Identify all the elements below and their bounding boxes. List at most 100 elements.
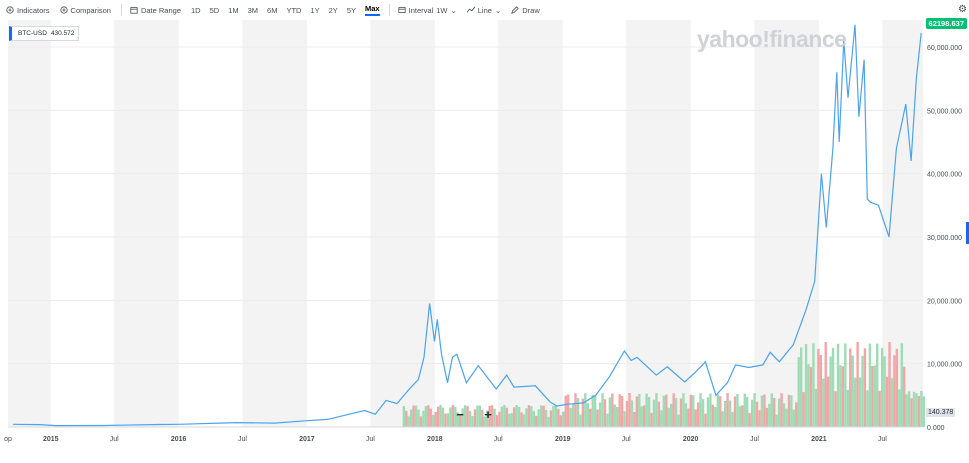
- volume-bar: [500, 406, 504, 427]
- volume-bar: [819, 355, 823, 427]
- volume-bar: [566, 394, 570, 427]
- volume-bar: [768, 403, 771, 427]
- volume-bar: [571, 403, 575, 427]
- x-tick-label: 2017: [299, 436, 315, 443]
- range-2y-button[interactable]: 2Y: [329, 6, 338, 15]
- date-range-label: Date Range: [140, 5, 181, 15]
- range-ytd-button[interactable]: YTD: [286, 6, 301, 15]
- draw-button[interactable]: Draw: [511, 6, 540, 15]
- volume-bar: [616, 406, 619, 427]
- volume-bar: [407, 416, 410, 427]
- x-tick-label: Jul: [622, 436, 631, 443]
- volume-bar: [746, 396, 749, 427]
- x-tick-label: 2016: [171, 436, 187, 443]
- volume-bar: [461, 408, 464, 427]
- volume-bar: [427, 405, 430, 427]
- volume-bar: [760, 395, 764, 427]
- volume-bar: [444, 413, 447, 427]
- volume-bar: [655, 393, 658, 427]
- range-label: Max: [365, 4, 380, 13]
- volume-bar: [439, 405, 442, 427]
- volume-bar: [719, 396, 722, 427]
- volume-bar: [593, 395, 597, 427]
- range-max-button[interactable]: Max: [365, 4, 380, 16]
- volume-bar: [517, 406, 521, 427]
- volume-bar: [586, 403, 589, 427]
- volume-bar: [490, 405, 494, 427]
- volume-bar: [878, 390, 881, 427]
- volume-bar: [802, 392, 805, 427]
- volume-bar: [706, 397, 710, 427]
- volume-bar: [920, 391, 923, 427]
- volume-bar: [505, 407, 509, 427]
- volume-bar: [809, 367, 813, 427]
- volume-bar: [716, 394, 719, 427]
- background-band: [242, 20, 307, 427]
- scroll-handle[interactable]: [966, 222, 969, 244]
- volume-bar: [738, 406, 742, 427]
- date-range-button[interactable]: Date Range: [130, 6, 181, 15]
- volume-bar: [537, 409, 540, 427]
- volume-bar: [822, 378, 825, 427]
- volume-bar: [741, 405, 744, 427]
- volume-bar: [910, 398, 913, 427]
- volume-bar: [841, 366, 845, 427]
- volume-bar: [758, 410, 761, 427]
- volume-bar: [876, 343, 879, 427]
- volume-bar: [849, 348, 852, 427]
- range-5d-button[interactable]: 5D: [210, 6, 220, 15]
- volume-bar: [446, 413, 450, 427]
- volume-bar: [728, 400, 732, 427]
- volume-bar: [645, 393, 648, 427]
- volume-bar: [539, 405, 543, 427]
- volume-bar: [589, 408, 592, 427]
- volume-bar: [922, 396, 926, 427]
- line-label: Line: [477, 5, 492, 15]
- volume-bar: [826, 376, 830, 427]
- volume-bar: [799, 347, 803, 427]
- volume-bar: [790, 395, 793, 427]
- volume-bar: [591, 394, 594, 427]
- volume-bar: [620, 396, 624, 427]
- indicators-button[interactable]: Indicators: [6, 6, 50, 15]
- volume-bar: [434, 411, 437, 427]
- range-label: 2Y: [328, 5, 338, 15]
- volume-bar: [579, 414, 582, 427]
- chart-canvas[interactable]: 0.000 10,000.000 20,000.000 30,000.000 40,00…: [0, 20, 969, 463]
- volume-bar: [611, 393, 614, 427]
- zoom-in-button[interactable]: +: [484, 407, 492, 422]
- range-5y-button[interactable]: 5Y: [347, 6, 356, 15]
- volume-bar: [905, 394, 908, 427]
- volume-bar: [814, 388, 818, 427]
- volume-bar: [824, 342, 827, 427]
- line-type-dropdown[interactable]: Line ⌄: [466, 5, 501, 15]
- volume-bar: [834, 391, 837, 427]
- volume-bar: [647, 396, 651, 427]
- volume-bar: [459, 414, 462, 427]
- volume-bar: [493, 408, 496, 427]
- calendar-icon: [130, 7, 138, 14]
- volume-bar: [782, 403, 786, 427]
- volume-bar: [871, 365, 874, 427]
- volume-bar: [635, 396, 639, 427]
- volume-bar: [549, 410, 553, 427]
- series-legend[interactable]: BTC-USD 430.572: [9, 26, 80, 41]
- volume-bar: [665, 394, 668, 427]
- indicators-label: Indicators: [17, 5, 50, 15]
- range-1m-button[interactable]: 1M: [228, 6, 238, 15]
- interval-dropdown[interactable]: Interval 1W ⌄: [398, 6, 457, 15]
- range-3m-button[interactable]: 3M: [248, 6, 258, 15]
- volume-bar: [672, 393, 675, 427]
- volume-bar: [642, 405, 646, 427]
- volume-bar: [903, 366, 906, 427]
- background-band: [8, 20, 51, 427]
- range-1y-button[interactable]: 1Y: [310, 6, 319, 15]
- zoom-out-button[interactable]: −: [456, 407, 464, 422]
- volume-bar: [554, 405, 558, 427]
- comparison-button[interactable]: Comparison: [59, 6, 111, 15]
- volume-bar: [836, 343, 840, 427]
- range-6m-button[interactable]: 6M: [267, 6, 277, 15]
- range-1d-button[interactable]: 1D: [191, 6, 201, 15]
- gear-icon[interactable]: ⚙: [958, 4, 967, 15]
- y-tick-label: 40,000.000: [927, 172, 962, 179]
